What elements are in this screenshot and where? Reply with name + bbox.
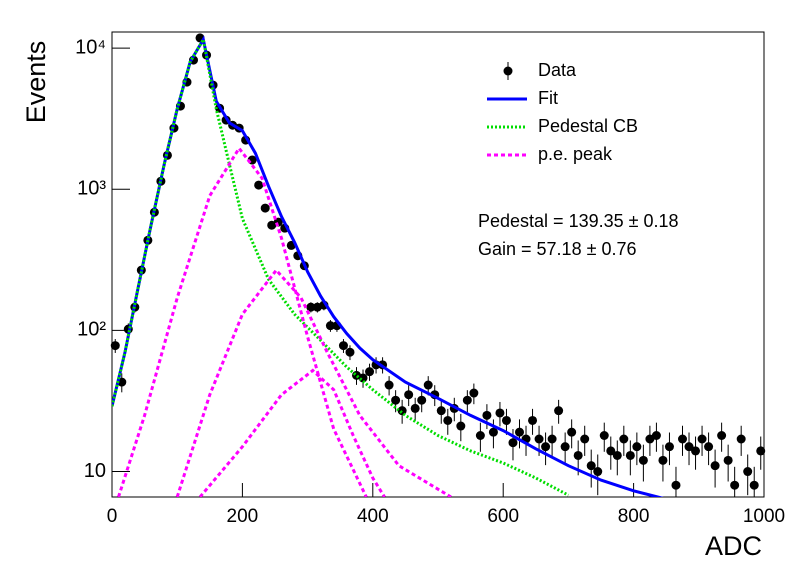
- data-point: [704, 442, 714, 452]
- data-point: [730, 480, 740, 490]
- annotation: Pedestal = 139.35 ± 0.18: [478, 211, 679, 231]
- data-point: [638, 455, 648, 465]
- data-point: [365, 367, 375, 377]
- data-point: [710, 461, 720, 471]
- annotation: Gain = 57.18 ± 0.76: [478, 239, 637, 259]
- y-tick-label: 10²: [77, 319, 106, 341]
- data-point: [391, 395, 401, 405]
- data-point: [475, 430, 485, 440]
- data-point: [664, 442, 674, 452]
- data-point: [436, 406, 446, 416]
- data-point: [586, 461, 596, 471]
- data-point: [547, 434, 557, 444]
- data-point: [736, 434, 746, 444]
- data-point: [508, 438, 518, 448]
- y-tick-label: 10⁴: [75, 36, 106, 58]
- data-point: [619, 434, 629, 444]
- data-point: [423, 380, 433, 390]
- data-point: [456, 421, 466, 431]
- y-tick-label: 10: [84, 460, 106, 482]
- data-point: [338, 341, 348, 351]
- data-point: [599, 430, 609, 440]
- data-point: [632, 442, 642, 452]
- x-axis-label: ADC: [705, 531, 762, 561]
- curve: [175, 267, 452, 497]
- x-tick-label: 800: [618, 506, 650, 527]
- data-point: [612, 450, 622, 460]
- data-point: [482, 410, 492, 420]
- data-point: [691, 446, 701, 456]
- data-point: [417, 395, 427, 405]
- data-point: [756, 446, 766, 456]
- y-tick-label: 10³: [77, 178, 106, 200]
- data-point: [534, 434, 544, 444]
- data-point: [749, 480, 759, 490]
- data-point: [495, 408, 505, 418]
- data-point: [625, 450, 635, 460]
- data-point: [593, 467, 603, 477]
- curve: [198, 368, 386, 497]
- data-point: [697, 434, 707, 444]
- data-point: [528, 415, 538, 425]
- data-point: [678, 434, 687, 444]
- x-tick-label: 0: [107, 506, 118, 527]
- data-point: [743, 467, 753, 477]
- plot-frame: [111, 31, 765, 498]
- x-tick-label: 600: [487, 506, 519, 527]
- data-point: [345, 347, 355, 357]
- legend-label: p.e. peak: [538, 144, 613, 164]
- data-point: [469, 388, 479, 398]
- y-axis-label: Events: [21, 41, 51, 124]
- curve: [112, 35, 664, 497]
- data-point: [260, 203, 270, 213]
- data-point: [462, 395, 472, 405]
- legend-symbol: [503, 66, 513, 76]
- data-point: [723, 455, 733, 465]
- data-point: [501, 415, 511, 425]
- data-point: [554, 406, 564, 416]
- data-point: [580, 434, 590, 444]
- data-point: [651, 430, 661, 440]
- legend-label: Pedestal CB: [538, 116, 638, 136]
- data-point: [515, 427, 524, 437]
- data-point: [404, 390, 414, 400]
- data-point: [110, 341, 120, 351]
- legend-label: Data: [538, 60, 577, 80]
- legend-label: Fit: [538, 88, 558, 108]
- data-point: [306, 302, 316, 312]
- x-tick-label: 400: [357, 506, 389, 527]
- x-tick-label: 200: [227, 506, 259, 527]
- data-point: [384, 380, 394, 390]
- data-point: [658, 455, 668, 465]
- data-point: [541, 442, 551, 452]
- data-point: [567, 427, 577, 437]
- data-point: [488, 427, 498, 437]
- data-point: [684, 442, 694, 452]
- x-tick-label: 1000: [743, 506, 785, 527]
- data-point: [606, 446, 616, 456]
- curve: [112, 35, 570, 497]
- data-point: [671, 480, 681, 490]
- data-point: [443, 415, 453, 425]
- data-point: [717, 430, 727, 440]
- data-point: [254, 180, 264, 190]
- data-point: [410, 403, 420, 413]
- data-point: [560, 442, 570, 452]
- data-point: [325, 321, 335, 331]
- data-point: [573, 450, 583, 460]
